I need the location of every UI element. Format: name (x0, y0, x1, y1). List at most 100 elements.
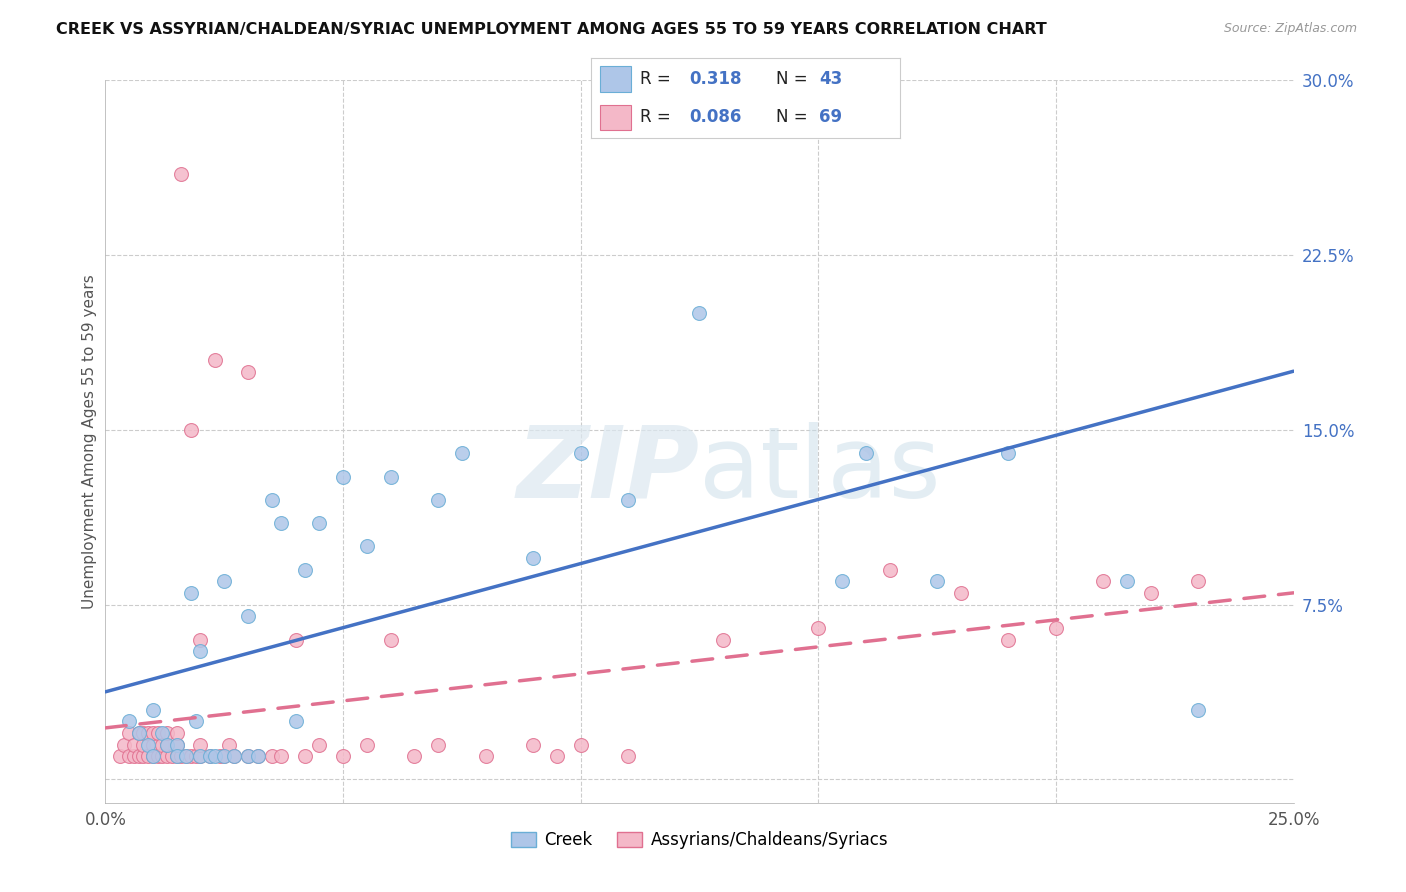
Point (246, 749, 269, 764)
Point (122, 738, 145, 752)
FancyBboxPatch shape (600, 66, 631, 92)
Point (380, 469, 402, 483)
Point (427, 492, 450, 507)
Point (308, 516, 330, 530)
Point (146, 749, 169, 764)
Point (356, 738, 378, 752)
Point (260, 492, 283, 507)
Point (118, 749, 141, 764)
Point (156, 738, 179, 752)
Point (617, 749, 640, 764)
Point (132, 738, 155, 752)
Point (332, 469, 354, 483)
Point (222, 749, 245, 764)
Point (170, 749, 193, 764)
Point (294, 749, 316, 764)
Point (270, 749, 292, 764)
Point (222, 749, 245, 764)
Point (1116, 574, 1139, 589)
Point (569, 446, 592, 460)
Point (294, 563, 316, 577)
Point (214, 749, 236, 764)
Point (284, 714, 307, 729)
Point (236, 609, 259, 624)
Point (759, 73, 782, 87)
Point (218, 738, 240, 752)
Point (380, 632, 402, 647)
Point (166, 738, 188, 752)
Point (997, 632, 1019, 647)
Point (184, 749, 207, 764)
Point (1187, 702, 1209, 716)
Point (156, 726, 179, 740)
Text: N =: N = (776, 109, 807, 127)
Point (132, 749, 155, 764)
Text: atlas: atlas (700, 422, 941, 519)
Point (522, 551, 544, 566)
Point (1187, 574, 1209, 589)
Point (190, 644, 212, 658)
Point (474, 749, 496, 764)
Point (174, 749, 197, 764)
Point (284, 632, 307, 647)
Point (136, 749, 159, 764)
Point (569, 738, 592, 752)
Text: CREEK VS ASSYRIAN/CHALDEAN/SYRIAC UNEMPLOYMENT AMONG AGES 55 TO 59 YEARS CORRELA: CREEK VS ASSYRIAN/CHALDEAN/SYRIAC UNEMPL… (56, 22, 1047, 37)
Point (270, 516, 292, 530)
Point (166, 749, 188, 764)
Point (236, 749, 259, 764)
Point (114, 738, 136, 752)
Point (204, 353, 226, 368)
Point (831, 574, 853, 589)
Text: Source: ZipAtlas.com: Source: ZipAtlas.com (1223, 22, 1357, 36)
Point (997, 446, 1019, 460)
Point (152, 738, 174, 752)
Point (214, 749, 236, 764)
FancyBboxPatch shape (600, 104, 631, 130)
Point (214, 574, 236, 589)
Point (136, 738, 159, 752)
Point (546, 749, 568, 764)
Point (246, 749, 269, 764)
Point (170, 167, 193, 181)
Point (118, 726, 141, 740)
Point (190, 738, 212, 752)
Point (711, 632, 734, 647)
Point (236, 365, 259, 379)
Point (190, 749, 212, 764)
Text: ZIP: ZIP (516, 422, 700, 519)
Point (949, 586, 972, 600)
Point (260, 749, 283, 764)
Point (180, 423, 202, 437)
Point (356, 540, 378, 554)
Point (166, 738, 188, 752)
Point (152, 749, 174, 764)
Point (617, 492, 640, 507)
Text: N =: N = (776, 70, 807, 87)
Text: R =: R = (640, 109, 671, 127)
Text: 43: 43 (820, 70, 842, 87)
Point (1092, 574, 1115, 589)
Point (236, 749, 259, 764)
Point (160, 749, 183, 764)
Point (156, 738, 179, 752)
Point (208, 749, 231, 764)
Point (332, 749, 354, 764)
Point (404, 749, 426, 764)
Legend: Creek, Assyrians/Chaldeans/Syriacs: Creek, Assyrians/Chaldeans/Syriacs (503, 824, 896, 856)
Text: 0.086: 0.086 (689, 109, 742, 127)
Point (142, 749, 165, 764)
Point (1140, 586, 1163, 600)
Point (184, 714, 207, 729)
Point (198, 749, 221, 764)
Text: 69: 69 (820, 109, 842, 127)
Point (146, 726, 169, 740)
Point (190, 632, 212, 647)
Y-axis label: Unemployment Among Ages 55 to 59 years: Unemployment Among Ages 55 to 59 years (82, 274, 97, 609)
Point (142, 738, 165, 752)
Point (136, 726, 159, 740)
Point (1045, 621, 1067, 635)
Point (142, 726, 165, 740)
Point (132, 726, 155, 740)
Point (174, 749, 197, 764)
